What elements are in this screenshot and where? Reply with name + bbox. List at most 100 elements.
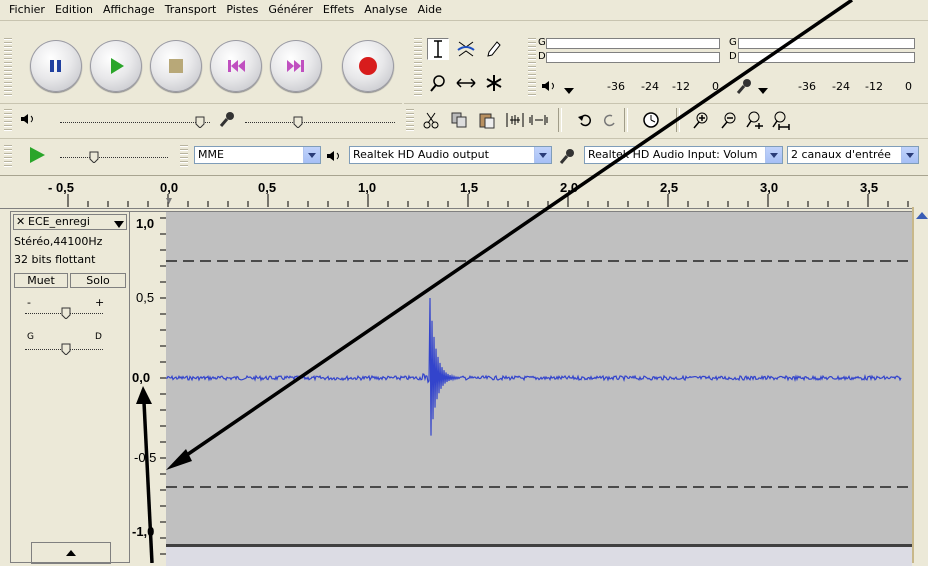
track-menu-dropdown[interactable] xyxy=(114,218,124,231)
collapse-track-button[interactable] xyxy=(31,542,111,564)
paste-button[interactable] xyxy=(476,109,498,131)
toolbar-grip[interactable] xyxy=(4,36,12,98)
solo-button[interactable]: Solo xyxy=(70,273,126,288)
trim-icon xyxy=(506,113,524,127)
time-shift-tool-button[interactable] xyxy=(455,72,477,94)
input-volume-thumb[interactable] xyxy=(293,116,303,129)
zoom-in-button[interactable] xyxy=(690,109,712,131)
sync-lock-button[interactable] xyxy=(640,108,662,130)
output-device-value: Realtek HD Audio output xyxy=(353,148,489,161)
redo-icon xyxy=(603,114,615,127)
playback-speed-thumb[interactable] xyxy=(89,151,99,164)
ruler-label-0-0: 0,0 xyxy=(160,180,179,195)
play-meter-right[interactable] xyxy=(546,52,720,63)
sync-lock-icon xyxy=(643,112,659,128)
audio-host-select[interactable]: MME xyxy=(194,146,321,164)
menu-affichage[interactable]: Affichage xyxy=(103,3,155,16)
cut-button[interactable] xyxy=(420,109,442,131)
input-volume-slider[interactable] xyxy=(245,122,395,124)
selection-tool-button[interactable] xyxy=(427,38,449,60)
pause-icon xyxy=(50,60,61,72)
play-meter-left[interactable] xyxy=(546,38,720,49)
text-cursor-icon xyxy=(434,40,442,58)
input-device-select[interactable]: Realtek HD Audio Input: Volum xyxy=(584,146,783,164)
chevron-down-icon[interactable] xyxy=(534,147,551,163)
menu-analyse[interactable]: Analyse xyxy=(364,3,408,16)
stop-button[interactable] xyxy=(150,40,202,92)
pan-slider-thumb[interactable] xyxy=(61,343,71,356)
chevron-down-icon[interactable] xyxy=(765,147,782,163)
copy-button[interactable] xyxy=(448,109,470,131)
skip-end-button[interactable] xyxy=(270,40,322,92)
toolbar-grip[interactable] xyxy=(4,107,12,133)
draw-tool-button[interactable] xyxy=(483,38,505,60)
menu-edition[interactable]: Edition xyxy=(54,3,94,16)
amp-label-1-0: 1,0 xyxy=(136,216,155,231)
output-volume-icon xyxy=(20,113,36,128)
menu-aide[interactable]: Aide xyxy=(417,3,442,16)
playback-speed-slider[interactable] xyxy=(60,157,168,159)
output-volume-thumb[interactable] xyxy=(195,116,205,129)
amp-label-0-0: 0,0 xyxy=(132,370,151,385)
toolbar-grip[interactable] xyxy=(414,36,422,98)
play-scale-24: -24 xyxy=(641,80,659,93)
track-title-bar[interactable]: ✕ ECE_enregi xyxy=(13,214,127,230)
toolbar-grip[interactable] xyxy=(4,143,12,169)
silence-button[interactable] xyxy=(528,109,550,131)
chevron-down-icon[interactable] xyxy=(901,147,918,163)
input-channels-select[interactable]: 2 canaux d'entrée xyxy=(787,146,919,164)
menu-generer[interactable]: Générer xyxy=(268,3,313,16)
toolbar-grip[interactable] xyxy=(406,107,414,133)
menu-effets[interactable]: Effets xyxy=(322,3,355,16)
toolbar-grip[interactable] xyxy=(528,36,536,98)
rec-meter-right[interactable] xyxy=(738,52,915,63)
output-volume-slider[interactable] xyxy=(60,122,210,124)
pencil-icon xyxy=(487,41,501,57)
microphone-icon xyxy=(558,147,576,168)
menu-fichier[interactable]: Fichier xyxy=(9,3,45,16)
menu-pistes[interactable]: Pistes xyxy=(226,3,259,16)
waveform-area[interactable] xyxy=(165,211,912,545)
multi-tool-button[interactable] xyxy=(483,72,505,94)
gain-slider-thumb[interactable] xyxy=(61,307,71,320)
input-channels-value: 2 canaux d'entrée xyxy=(791,148,891,161)
copy-icon xyxy=(451,112,467,128)
zoom-in-icon xyxy=(693,112,708,129)
amplitude-ruler[interactable]: 1,0 0,5 0,0 -0,5 -1,0 xyxy=(130,211,166,564)
timeline-ruler[interactable]: - 0,5 0,0 0,5 1,0 1,5 2,0 2,5 3,0 3,5 xyxy=(0,175,928,209)
play-at-speed-button[interactable] xyxy=(28,146,46,167)
mute-button[interactable]: Muet xyxy=(14,273,68,288)
redo-button[interactable] xyxy=(599,109,621,131)
rec-scale-24: -24 xyxy=(832,80,850,93)
track-control-panel: ✕ ECE_enregi Stéréo,44100Hz 32 bits flot… xyxy=(10,211,130,564)
play-button[interactable] xyxy=(90,40,142,92)
toolbar-grip[interactable] xyxy=(180,143,188,169)
chevron-down-icon[interactable] xyxy=(303,147,320,163)
speaker-meter-icon[interactable] xyxy=(541,80,557,95)
play-icon xyxy=(111,58,124,74)
menu-transport[interactable]: Transport xyxy=(164,3,217,16)
rec-meter-dropdown[interactable] xyxy=(758,84,768,97)
vertical-scrollbar[interactable] xyxy=(912,207,928,563)
fit-selection-icon xyxy=(746,111,763,129)
close-track-icon[interactable]: ✕ xyxy=(16,215,26,228)
record-button[interactable] xyxy=(342,40,394,92)
play-meter-dropdown[interactable] xyxy=(564,84,574,97)
track-rate: Stéréo,44100Hz xyxy=(14,235,103,248)
trim-button[interactable] xyxy=(504,109,526,131)
mixer-toolbar xyxy=(0,103,402,136)
undo-button[interactable] xyxy=(574,109,596,131)
zoom-tool-button[interactable] xyxy=(427,72,449,94)
fit-project-button[interactable] xyxy=(770,109,792,131)
ruler-label-1-5: 1,5 xyxy=(460,180,479,195)
skip-start-icon xyxy=(228,60,245,72)
envelope-tool-button[interactable] xyxy=(455,38,477,60)
rec-meter-left[interactable] xyxy=(738,38,915,49)
zoom-out-button[interactable] xyxy=(718,109,740,131)
scroll-up-icon[interactable] xyxy=(916,211,928,221)
fit-selection-button[interactable] xyxy=(744,109,766,131)
skip-start-button[interactable] xyxy=(210,40,262,92)
microphone-meter-icon[interactable] xyxy=(735,77,753,98)
output-device-select[interactable]: Realtek HD Audio output xyxy=(349,146,552,164)
pause-button[interactable] xyxy=(30,40,82,92)
